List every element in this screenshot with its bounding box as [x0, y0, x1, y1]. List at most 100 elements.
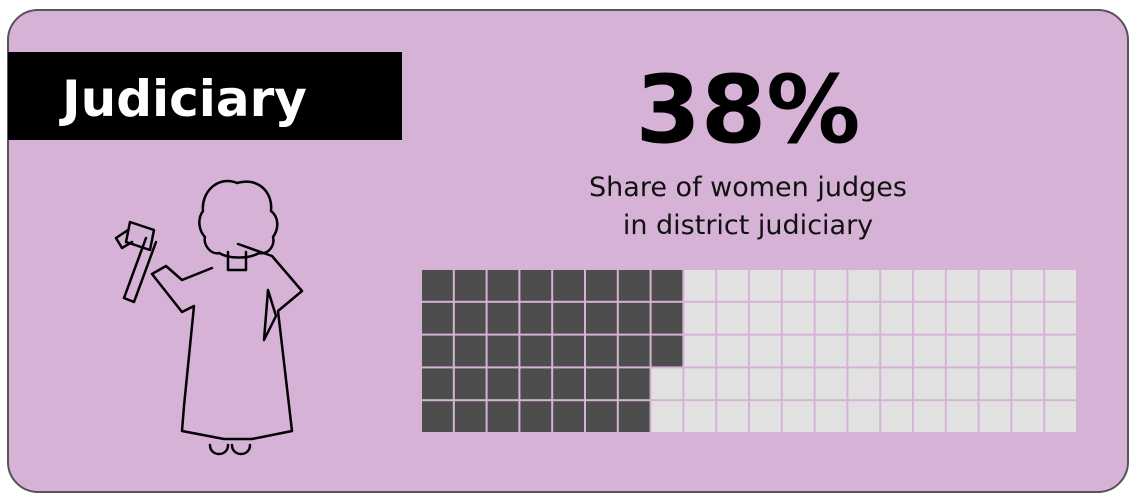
waffle-cell-empty — [848, 302, 880, 334]
waffle-cell-empty — [750, 270, 781, 301]
waffle-cell-empty — [717, 335, 748, 367]
waffle-cell-empty — [914, 335, 945, 367]
waffle-cell-empty — [782, 335, 814, 367]
waffle-cell-empty — [1045, 270, 1076, 301]
waffle-cell-empty — [717, 368, 748, 400]
waffle-cell-filled — [553, 335, 584, 367]
waffle-cell-empty — [750, 401, 781, 432]
waffle-cell-filled — [586, 270, 617, 301]
waffle-cell-empty — [782, 302, 814, 334]
waffle-cell-empty — [815, 368, 847, 400]
waffle-cell-empty — [684, 302, 716, 334]
waffle-cell-empty — [1012, 335, 1044, 367]
waffle-cell-empty — [979, 335, 1011, 367]
waffle-cell-empty — [1045, 302, 1076, 334]
waffle-cell-empty — [946, 270, 978, 301]
value-label: 38% — [636, 56, 861, 165]
waffle-cell-empty — [848, 368, 880, 400]
waffle-cell-filled — [487, 401, 519, 432]
waffle-cell-filled — [651, 270, 683, 301]
waffle-cell-filled — [454, 335, 486, 367]
waffle-cell-empty — [946, 368, 978, 400]
waffle-cell-empty — [717, 270, 748, 301]
waffle-cell-filled — [520, 335, 552, 367]
waffle-cell-empty — [946, 335, 978, 367]
waffle-cell-empty — [1012, 270, 1044, 301]
waffle-cell-filled — [586, 302, 617, 334]
waffle-cell-filled — [487, 270, 519, 301]
waffle-cell-empty — [815, 401, 847, 432]
waffle-cell-filled — [553, 302, 584, 334]
waffle-cell-empty — [881, 368, 912, 400]
waffle-cell-empty — [848, 335, 880, 367]
waffle-cell-empty — [979, 270, 1011, 301]
waffle-cell-empty — [717, 401, 748, 432]
waffle-cell-filled — [520, 368, 552, 400]
waffle-cell-filled — [422, 302, 453, 334]
waffle-cell-filled — [651, 302, 683, 334]
waffle-cell-filled — [422, 270, 453, 301]
waffle-cell-filled — [618, 401, 650, 432]
waffle-cell-empty — [1012, 368, 1044, 400]
waffle-cell-empty — [717, 302, 748, 334]
waffle-cell-empty — [782, 368, 814, 400]
waffle-cell-filled — [553, 270, 584, 301]
waffle-cell-filled — [454, 270, 486, 301]
title-box — [8, 52, 402, 140]
waffle-cell-empty — [684, 401, 716, 432]
waffle-cell-empty — [1045, 335, 1076, 367]
waffle-cell-filled — [454, 401, 486, 432]
waffle-cell-empty — [750, 302, 781, 334]
judge-icon — [114, 179, 304, 456]
subtitle-line: Share of women judges — [589, 172, 907, 203]
waffle-cell-empty — [684, 335, 716, 367]
waffle-cell-filled — [422, 335, 453, 367]
waffle-cell-empty — [815, 270, 847, 301]
waffle-cell-filled — [487, 368, 519, 400]
waffle-cell-empty — [1045, 401, 1076, 432]
waffle-cell-filled — [553, 401, 584, 432]
waffle-cell-filled — [618, 302, 650, 334]
waffle-cell-empty — [1012, 401, 1044, 432]
waffle-cell-filled — [454, 368, 486, 400]
waffle-cell-empty — [848, 401, 880, 432]
waffle-cell-empty — [914, 368, 945, 400]
waffle-cell-empty — [946, 302, 978, 334]
waffle-cell-empty — [815, 335, 847, 367]
waffle-cell-filled — [586, 368, 617, 400]
waffle-cell-filled — [651, 335, 683, 367]
waffle-cell-empty — [979, 401, 1011, 432]
waffle-cell-empty — [684, 368, 716, 400]
title: Judiciary — [59, 70, 307, 128]
subtitle-line: in district judiciary — [623, 210, 873, 241]
waffle-cell-empty — [1045, 368, 1076, 400]
waffle-cell-empty — [914, 270, 945, 301]
waffle-cell-empty — [979, 302, 1011, 334]
waffle-cell-empty — [881, 270, 912, 301]
waffle-cell-empty — [946, 401, 978, 432]
waffle-cell-empty — [815, 302, 847, 334]
waffle-cell-filled — [487, 302, 519, 334]
waffle-cell-filled — [586, 335, 617, 367]
waffle-cell-empty — [881, 302, 912, 334]
waffle-cell-filled — [422, 368, 453, 400]
waffle-cell-filled — [618, 270, 650, 301]
waffle-cell-filled — [520, 270, 552, 301]
waffle-cell-filled — [422, 401, 453, 432]
waffle-cell-empty — [782, 270, 814, 301]
waffle-cell-empty — [979, 368, 1011, 400]
waffle-cell-filled — [520, 302, 552, 334]
waffle-cell-filled — [520, 401, 552, 432]
waffle-cell-empty — [1012, 302, 1044, 334]
waffle-cell-filled — [618, 335, 650, 367]
waffle-cell-empty — [651, 401, 683, 432]
waffle-cell-empty — [914, 302, 945, 334]
waffle-cell-empty — [750, 335, 781, 367]
waffle-cell-empty — [750, 368, 781, 400]
waffle-cell-empty — [881, 401, 912, 432]
waffle-cell-empty — [684, 270, 716, 301]
waffle-cell-filled — [454, 302, 486, 334]
waffle-cell-empty — [782, 401, 814, 432]
waffle-cell-filled — [618, 368, 650, 400]
